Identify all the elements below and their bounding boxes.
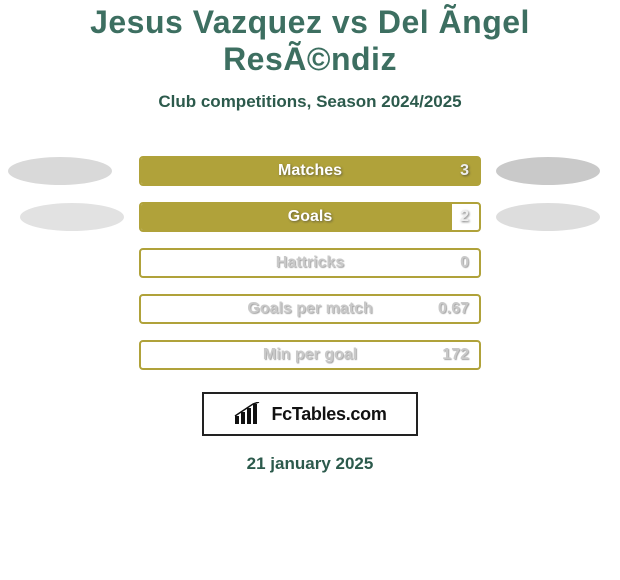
left-marker-matches-icon: [8, 157, 112, 185]
bar-value-gpm: 0.67: [438, 300, 469, 318]
left-marker-goals-icon: [20, 203, 124, 231]
row-goals-per-match: Goals per match 0.67: [0, 286, 620, 332]
bar-hattricks: Hattricks 0: [139, 248, 481, 278]
footer-logo-text: FcTables.com: [271, 404, 386, 425]
row-min-per-goal: Min per goal 172: [0, 332, 620, 378]
right-marker-goals-icon: [496, 203, 600, 231]
row-matches: Matches 3: [0, 148, 620, 194]
bar-label-hattricks: Hattricks: [141, 254, 479, 272]
bar-value-matches: 3: [460, 162, 469, 180]
vs-separator: vs: [332, 4, 369, 40]
subtitle: Club competitions, Season 2024/2025: [0, 92, 620, 112]
footer-logo: FcTables.com: [202, 392, 418, 436]
bar-value-mpg: 172: [442, 346, 469, 364]
bar-goals-per-match: Goals per match 0.67: [139, 294, 481, 324]
bar-min-per-goal: Min per goal 172: [139, 340, 481, 370]
comparison-infographic: Jesus Vazquez vs Del Ãngel ResÃ©ndiz Clu…: [0, 0, 620, 580]
player1-name: Jesus Vazquez: [90, 4, 322, 40]
row-hattricks: Hattricks 0: [0, 240, 620, 286]
bar-label-matches: Matches: [141, 162, 479, 180]
footer-date: 21 january 2025: [0, 454, 620, 474]
bar-label-goals: Goals: [141, 208, 479, 226]
bar-label-mpg: Min per goal: [141, 346, 479, 364]
right-marker-matches-icon: [496, 157, 600, 185]
stat-rows: Matches 3 Goals 2 Hattricks 0: [0, 148, 620, 378]
bar-goals: Goals 2: [139, 202, 481, 232]
page-title: Jesus Vazquez vs Del Ãngel ResÃ©ndiz: [0, 4, 620, 78]
row-goals: Goals 2: [0, 194, 620, 240]
chart-bars-icon: [233, 402, 265, 426]
bar-matches: Matches 3: [139, 156, 481, 186]
bar-label-gpm: Goals per match: [141, 300, 479, 318]
bar-value-goals: 2: [460, 208, 469, 226]
bar-value-hattricks: 0: [460, 254, 469, 272]
